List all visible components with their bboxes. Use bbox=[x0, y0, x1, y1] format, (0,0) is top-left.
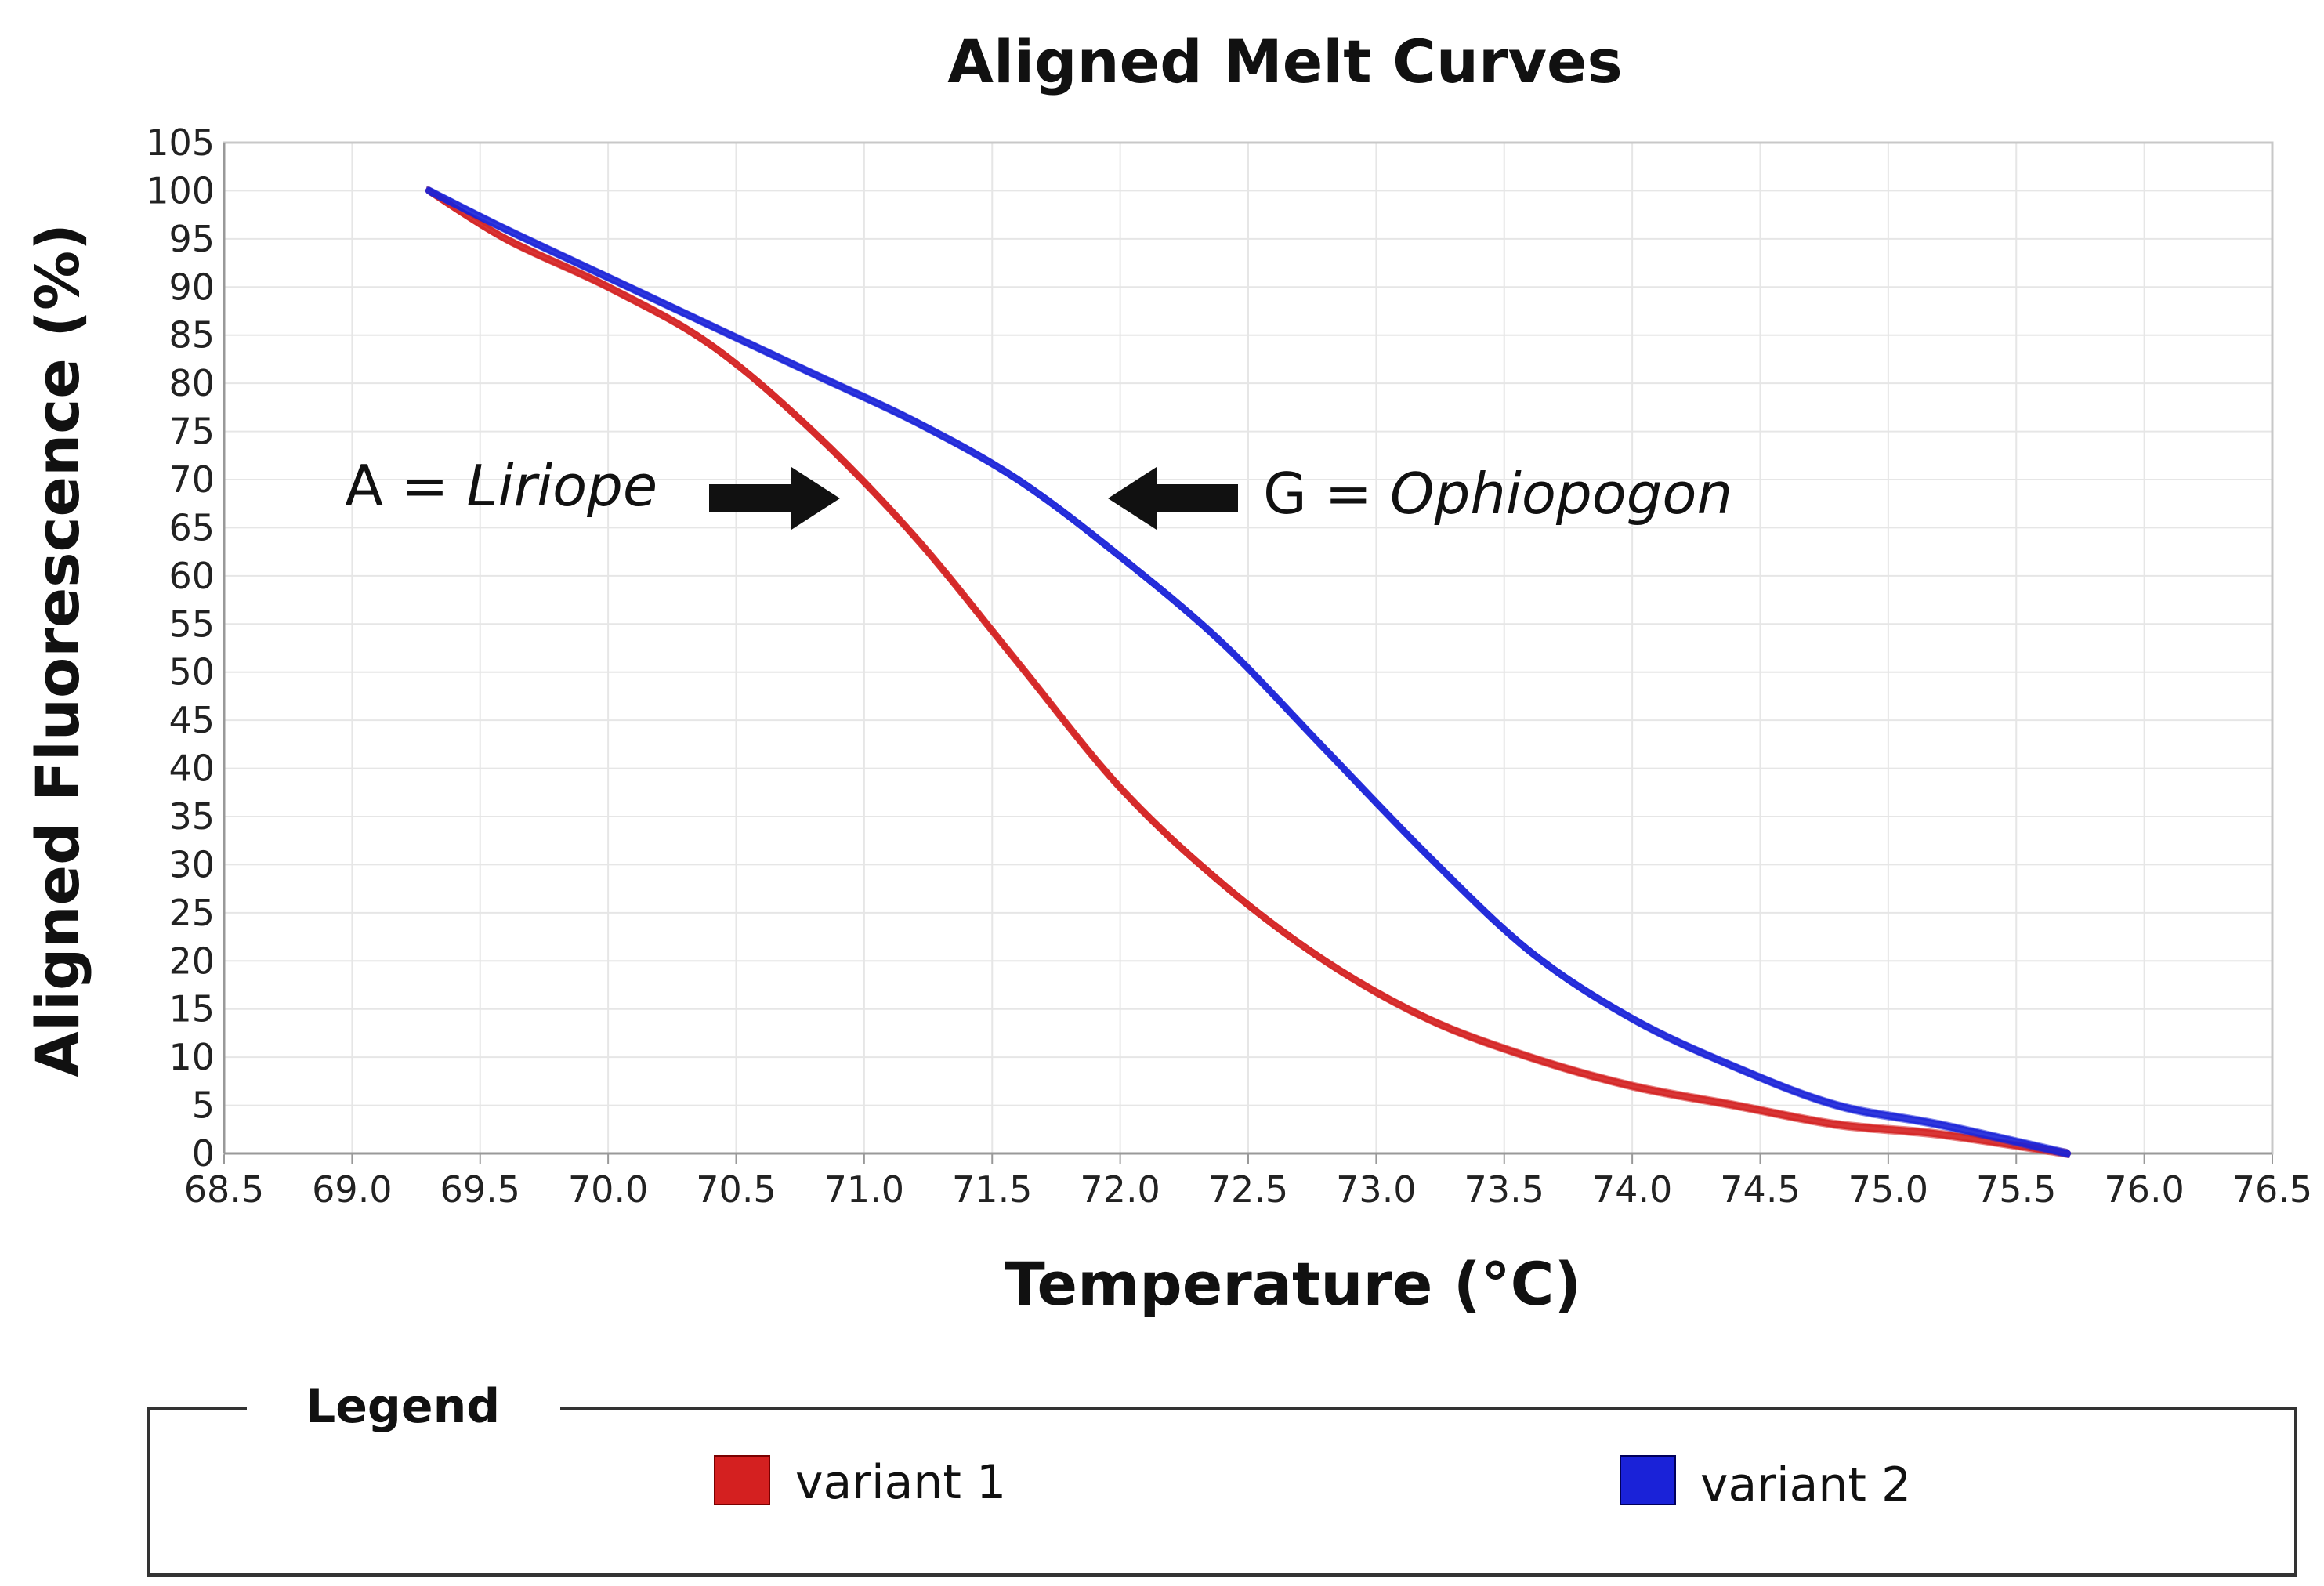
series-line-trace bbox=[428, 192, 2070, 1158]
y-tick-label: 60 bbox=[168, 555, 215, 597]
y-tick-label: 95 bbox=[168, 218, 215, 260]
y-tick-label: 35 bbox=[168, 795, 215, 838]
series-variant-2 bbox=[425, 186, 2072, 1158]
annotation-ophiopogon-name: Ophiopogon bbox=[1390, 461, 1732, 527]
legend: Legend variant 1 variant 2 bbox=[147, 1379, 2297, 1577]
series-layer bbox=[425, 186, 2072, 1158]
x-tick-label: 75.5 bbox=[1976, 1168, 2056, 1211]
y-tick-label: 75 bbox=[168, 411, 215, 453]
y-tick-label: 65 bbox=[168, 506, 215, 549]
y-tick-label: 80 bbox=[168, 362, 215, 404]
y-tick-label: 10 bbox=[168, 1036, 215, 1078]
y-tick-labels: 0 5 10 15 20 25 30 35 40 45 50 55 60 65 70 75 80 85 90 95 10… bbox=[146, 121, 215, 1175]
y-tick-label: 20 bbox=[168, 940, 215, 982]
y-tick-label: 50 bbox=[168, 651, 215, 693]
legend-frame bbox=[147, 1407, 2297, 1577]
grid-lines bbox=[223, 142, 2273, 1164]
annotation-liriope-prefix: A = bbox=[345, 453, 466, 519]
y-tick-label: 105 bbox=[146, 121, 215, 164]
y-tick-label: 40 bbox=[168, 748, 215, 790]
x-tick-label: 75.0 bbox=[1848, 1168, 1928, 1211]
legend-title: Legend bbox=[306, 1379, 500, 1434]
annotation-liriope-name: Liriope bbox=[466, 453, 657, 519]
y-tick-label: 45 bbox=[168, 699, 215, 741]
series-line-trace bbox=[428, 192, 2070, 1158]
legend-swatch-variant-1 bbox=[714, 1455, 770, 1505]
x-tick-label: 76.5 bbox=[2232, 1168, 2312, 1211]
y-tick-label: 15 bbox=[168, 988, 215, 1030]
x-tick-label: 70.5 bbox=[696, 1168, 776, 1211]
arrow-left-icon bbox=[1108, 467, 1238, 530]
x-tick-label: 73.5 bbox=[1464, 1168, 1544, 1211]
annotation-ophiopogon: G = Ophiopogon bbox=[1263, 461, 1732, 527]
series-variant-1 bbox=[425, 186, 2072, 1158]
y-tick-label: 0 bbox=[192, 1132, 215, 1175]
series-line-trace bbox=[425, 186, 2072, 1157]
annotation-liriope: A = Liriope bbox=[345, 453, 657, 519]
x-tick-label: 68.5 bbox=[184, 1168, 264, 1211]
x-tick-label: 74.5 bbox=[1720, 1168, 1800, 1211]
x-tick-labels: 68.5 69.0 69.5 70.0 70.5 71.0 71.5 72.0 72.5 73.0… bbox=[184, 1168, 2312, 1211]
annotation-ophiopogon-prefix: G = bbox=[1263, 461, 1390, 527]
y-tick-label: 5 bbox=[192, 1084, 215, 1127]
y-axis-label: Aligned Fluorescence (%) bbox=[23, 223, 92, 1077]
y-tick-label: 100 bbox=[146, 169, 215, 212]
y-tick-label: 70 bbox=[168, 458, 215, 501]
x-tick-label: 72.5 bbox=[1208, 1168, 1288, 1211]
y-tick-label: 90 bbox=[168, 266, 215, 308]
x-tick-label: 76.0 bbox=[2104, 1168, 2184, 1211]
x-tick-label: 69.0 bbox=[312, 1168, 392, 1211]
y-tick-label: 30 bbox=[168, 843, 215, 885]
y-tick-label: 55 bbox=[168, 603, 215, 645]
x-axis-label: Temperature (°C) bbox=[1005, 1249, 1581, 1319]
y-tick-label: 85 bbox=[168, 314, 215, 357]
x-tick-label: 74.0 bbox=[1592, 1168, 1672, 1211]
arrow-right-icon bbox=[709, 467, 840, 530]
chart-title: Aligned Melt Curves bbox=[947, 27, 1623, 96]
series-line-trace bbox=[425, 186, 2072, 1157]
x-tick-label: 70.0 bbox=[568, 1168, 648, 1211]
x-tick-label: 71.5 bbox=[952, 1168, 1032, 1211]
x-tick-label: 72.0 bbox=[1080, 1168, 1160, 1211]
legend-swatch-variant-2 bbox=[1620, 1455, 1676, 1505]
y-tick-label: 25 bbox=[168, 892, 215, 934]
x-tick-label: 71.0 bbox=[824, 1168, 904, 1211]
legend-label-variant-2: variant 2 bbox=[1700, 1457, 1911, 1512]
x-tick-label: 69.5 bbox=[440, 1168, 520, 1211]
x-tick-label: 73.0 bbox=[1336, 1168, 1416, 1211]
legend-label-variant-1: variant 1 bbox=[795, 1455, 1006, 1510]
